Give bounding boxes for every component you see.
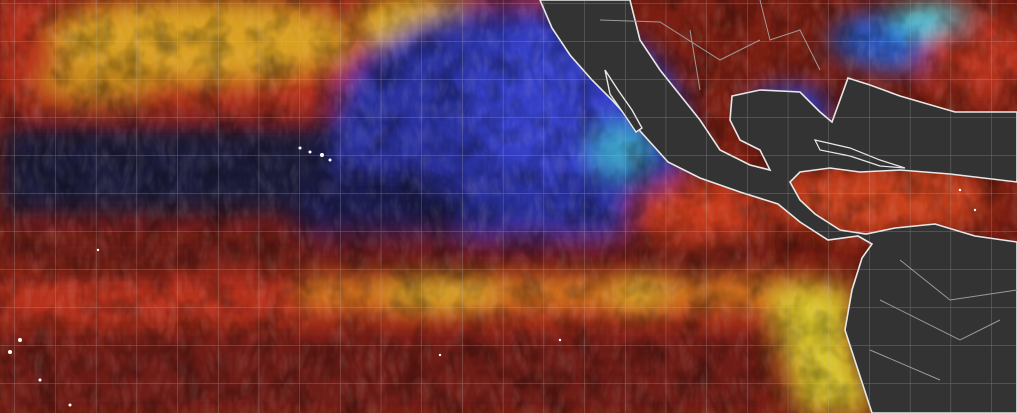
graticule	[0, 0, 1017, 413]
sst-map	[0, 0, 1017, 413]
page	[0, 0, 1017, 413]
